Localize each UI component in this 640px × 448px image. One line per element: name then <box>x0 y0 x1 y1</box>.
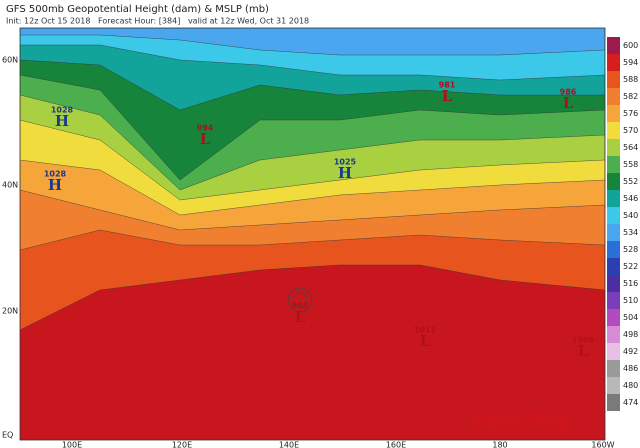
height-band <box>20 28 605 56</box>
colorbar-label: 486 <box>623 364 638 373</box>
longitude-label: 160W <box>591 441 614 448</box>
colorbar-swatch <box>607 292 620 309</box>
colorbar-swatch <box>607 343 620 360</box>
map-area <box>20 28 605 440</box>
title: GFS 500mb Geopotential Height (dam) & MS… <box>6 4 269 15</box>
colorbar-label: 582 <box>623 92 638 101</box>
colorbar-label: 600 <box>623 41 638 50</box>
center-symbol: L <box>578 342 589 360</box>
colorbar-swatch <box>607 190 620 207</box>
colorbar-swatch <box>607 275 620 292</box>
colorbar-label: 540 <box>623 211 638 220</box>
colorbar-swatch <box>607 377 620 394</box>
colorbar-swatch <box>607 173 620 190</box>
center-symbol: L <box>563 94 574 112</box>
subtitle: Init: 12z Oct 15 2018 Forecast Hour: [38… <box>6 17 309 26</box>
colorbar-label: 576 <box>623 109 638 118</box>
colorbar-label: 558 <box>623 160 638 169</box>
center-symbol: H <box>338 164 352 182</box>
colorbar-label: 534 <box>623 228 638 237</box>
center-value: 994 <box>197 124 214 133</box>
longitude-label: 160E <box>386 441 406 448</box>
colorbar-swatch <box>607 309 620 326</box>
latitude-label: 40N <box>2 181 18 190</box>
colorbar-label: 474 <box>623 398 638 407</box>
center-value: 1028 <box>44 170 67 179</box>
watermark: 中国水产频道 <box>470 411 572 432</box>
colorbar-swatch <box>607 105 620 122</box>
center-symbol: L <box>420 332 431 350</box>
center-symbol: H <box>48 176 62 194</box>
colorbar-label: 480 <box>623 381 638 390</box>
colorbar-label: 504 <box>623 313 638 322</box>
colorbar-label: 594 <box>623 58 638 67</box>
center-symbol: L <box>442 87 453 105</box>
longitude-label: 180 <box>492 441 507 448</box>
map-frame <box>19 27 606 441</box>
colorbar-swatch <box>607 224 620 241</box>
colorbar-label: 492 <box>623 347 638 356</box>
colorbar-swatch <box>607 122 620 139</box>
center-value: 1011 <box>414 326 437 335</box>
longitude-label: 140E <box>279 441 299 448</box>
center-symbol: L <box>200 130 211 148</box>
colorbar-label: 570 <box>623 126 638 135</box>
latitude-label: EQ <box>2 431 13 440</box>
colorbar-label: 498 <box>623 330 638 339</box>
colorbar-label: 528 <box>623 245 638 254</box>
colorbar-label: 588 <box>623 75 638 84</box>
center-value: 981 <box>439 81 456 90</box>
center-value: 1006 <box>572 336 595 345</box>
colorbar-swatch <box>607 139 620 156</box>
center-value: 1025 <box>334 158 357 167</box>
center-value: 995 <box>292 302 309 311</box>
latitude-label: 20N <box>2 307 18 316</box>
center-value: 986 <box>560 88 577 97</box>
longitude-label: 120E <box>172 441 192 448</box>
typhoon-swirl <box>287 287 313 313</box>
colorbar-swatch <box>607 258 620 275</box>
colorbar-swatch <box>607 326 620 343</box>
colorbar-label: 516 <box>623 279 638 288</box>
colorbar-label: 552 <box>623 177 638 186</box>
colorbar-swatch <box>607 394 620 411</box>
colorbar-swatch <box>607 156 620 173</box>
colorbar-label: 564 <box>623 143 638 152</box>
colorbar-swatch <box>607 241 620 258</box>
center-symbol: L <box>295 308 306 326</box>
colorbar-swatch <box>607 207 620 224</box>
center-symbol: H <box>55 112 69 130</box>
colorbar-label: 546 <box>623 194 638 203</box>
longitude-label: 100E <box>62 441 82 448</box>
colorbar-label: 510 <box>623 296 638 305</box>
colorbar-swatch <box>607 37 620 54</box>
colorbar-swatch <box>607 360 620 377</box>
colorbar-swatch <box>607 71 620 88</box>
colorbar-swatch <box>607 54 620 71</box>
colorbar-label: 522 <box>623 262 638 271</box>
colorbar-swatch <box>607 88 620 105</box>
center-value: 1028 <box>51 106 74 115</box>
latitude-label: 60N <box>2 56 18 65</box>
